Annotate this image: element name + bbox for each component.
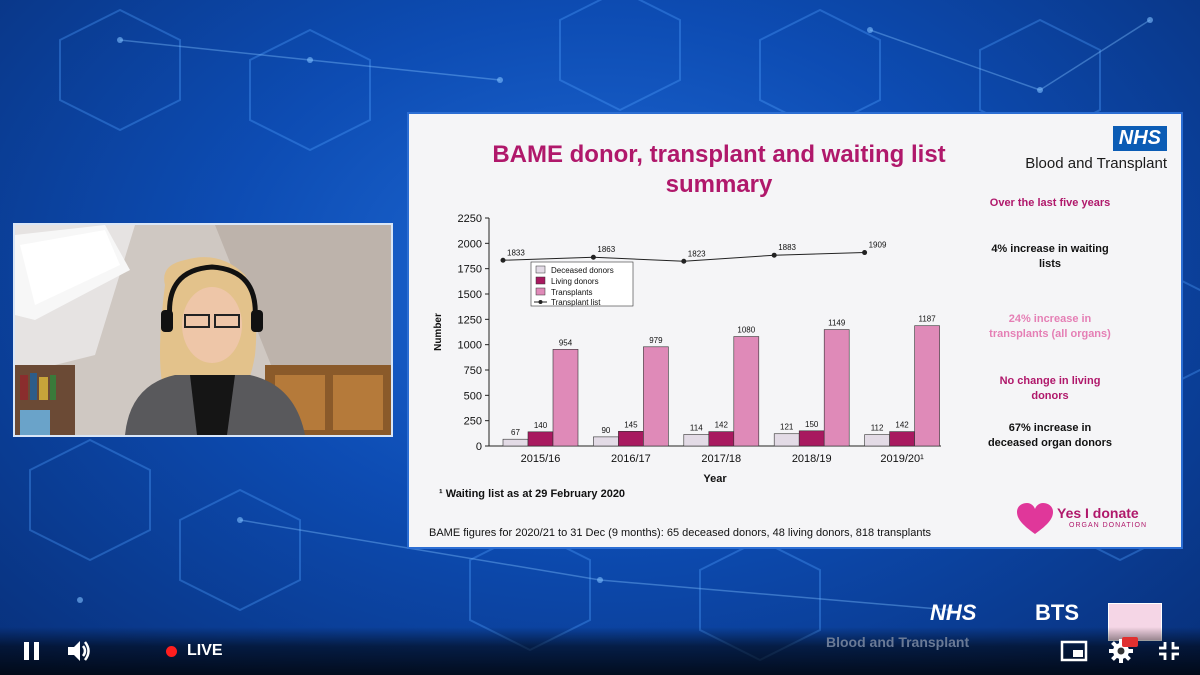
y-axis-label: Number [433, 313, 444, 351]
bar [864, 434, 890, 447]
data-label: 140 [534, 421, 548, 430]
line-point [681, 258, 687, 264]
fact-item: Over the last five years [989, 197, 1111, 209]
bar [889, 431, 915, 447]
data-label: 954 [559, 338, 573, 347]
bar [823, 329, 850, 447]
x-axis-label: Year [703, 473, 727, 485]
bar [708, 431, 735, 447]
legend-label: Deceased donors [551, 266, 614, 275]
fact-item: 67% increase in deceased organ donors [987, 422, 1113, 449]
bar [527, 431, 554, 447]
bar [502, 438, 529, 447]
y-tick-label: 250 [464, 416, 482, 428]
line-point [590, 254, 596, 260]
x-tick-label: 2016/17 [611, 453, 651, 465]
line-point [862, 250, 868, 256]
data-label: 1149 [828, 319, 846, 328]
settings-icon[interactable] [1108, 638, 1134, 664]
exit-fullscreen-icon[interactable] [1157, 640, 1181, 662]
live-indicator-dot [166, 646, 177, 657]
data-label: 1187 [918, 315, 936, 324]
pause-icon[interactable] [22, 640, 42, 662]
x-tick-label: 2015/16 [521, 453, 561, 465]
bar [618, 431, 644, 447]
miniplayer-icon[interactable] [1060, 640, 1088, 662]
legend-label: Living donors [551, 277, 599, 286]
x-tick-label: 2019/20¹ [880, 453, 924, 465]
slide-title-line1: BAME donor, transplant and waiting list [492, 141, 946, 168]
bame-figures-note: BAME figures for 2020/21 to 31 Dec (9 mo… [429, 527, 932, 539]
data-label: 90 [601, 426, 610, 435]
y-tick-label: 1750 [458, 264, 482, 276]
y-tick-label: 2250 [458, 213, 482, 225]
x-tick-label: 2017/18 [701, 453, 741, 465]
legend-box [530, 261, 634, 307]
y-tick-label: 500 [464, 390, 482, 402]
volume-icon[interactable] [66, 639, 92, 663]
data-label: 67 [511, 428, 520, 437]
slide-title-line2: summary [665, 171, 773, 198]
hd-badge-icon [1122, 637, 1138, 647]
data-label: 142 [895, 421, 909, 430]
x-tick-label: 2018/19 [792, 453, 832, 465]
bar [683, 434, 710, 447]
speaker-video [13, 223, 393, 437]
y-tick-label: 1250 [458, 314, 482, 326]
slide-title: BAME donor, transplant and waiting list … [449, 140, 989, 200]
y-tick-label: 1500 [458, 289, 482, 301]
bar [643, 346, 669, 447]
presentation-slide: BAME donor, transplant and waiting list … [407, 112, 1183, 549]
data-label: 145 [624, 420, 638, 429]
data-label: 121 [780, 423, 794, 432]
bar-chart: 0 250 500 750 1000 1250 1500 1750 2000 2250 Number… [433, 213, 941, 485]
fact-item: No change in living donors [999, 375, 1101, 402]
y-tick-label: 1000 [458, 340, 482, 352]
live-label[interactable]: LIVE [187, 642, 223, 659]
line-label: 1863 [597, 245, 615, 254]
player-controls: Blood and Transplant [0, 627, 1200, 675]
bar [593, 436, 619, 447]
fact-item: 4% increase in waiting lists [991, 243, 1109, 270]
legend-label: Transplant list [551, 298, 601, 307]
fact-item: 24% increase in transplants (all organs) [989, 313, 1111, 340]
org-name: Blood and Transplant [1025, 155, 1167, 172]
data-label: 1080 [737, 326, 755, 335]
line-label: 1833 [507, 248, 525, 257]
legend-swatch [535, 265, 546, 274]
bar [773, 433, 800, 447]
nhs-logo: NHS [1112, 126, 1167, 151]
bar [798, 430, 825, 447]
line-point [771, 252, 777, 258]
bottom-bts-logo: BTS [1035, 600, 1079, 625]
y-tick-label: 2000 [458, 238, 482, 250]
campaign-subtitle: ORGAN DONATION [1069, 522, 1148, 529]
line-label: 1909 [869, 241, 887, 250]
bar [733, 336, 760, 447]
legend-swatch [535, 287, 546, 296]
bar [914, 325, 940, 447]
data-label: 114 [690, 423, 703, 432]
line-label: 1823 [688, 249, 706, 258]
legend-label: Transplants [551, 288, 593, 297]
data-label: 979 [649, 336, 663, 345]
bottom-org-name: Blood and Transplant [826, 634, 970, 650]
chart-footnote: ¹ Waiting list as at 29 February 2020 [439, 488, 626, 500]
y-tick-label: 0 [476, 441, 482, 453]
y-tick-label: 750 [464, 365, 482, 377]
yes-i-donate-logo: Yes I donate ORGAN DONATION [1015, 502, 1175, 536]
bottom-nhs-logo: NHS [930, 600, 977, 625]
data-label: 142 [715, 421, 729, 430]
legend-swatch [535, 276, 546, 285]
campaign-title: Yes I donate [1057, 505, 1139, 521]
line-label: 1883 [778, 243, 796, 252]
line-point [500, 257, 506, 263]
data-label: 150 [805, 420, 819, 429]
data-label: 112 [871, 424, 884, 433]
heart-icon [1017, 503, 1053, 534]
legend-line-dot [538, 300, 543, 304]
bar [552, 349, 579, 447]
